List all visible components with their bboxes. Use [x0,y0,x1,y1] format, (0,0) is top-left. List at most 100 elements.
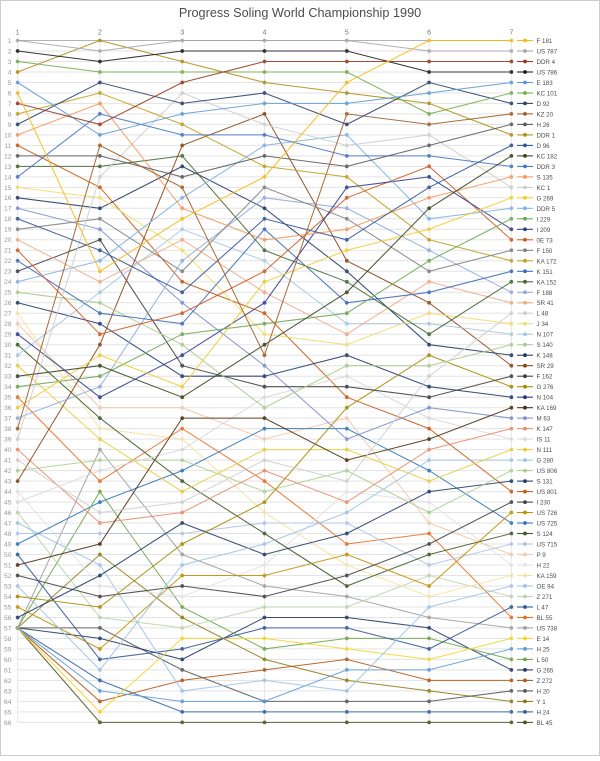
svg-text:62: 62 [4,678,12,685]
svg-text:42: 42 [4,468,12,475]
svg-text:US 726: US 726 [537,510,558,517]
svg-text:DDR 1: DDR 1 [537,132,556,139]
svg-text:N 111: N 111 [537,447,553,454]
svg-text:10: 10 [4,132,12,139]
svg-text:F 188: F 188 [537,290,553,297]
svg-text:F 181: F 181 [537,38,553,45]
svg-text:13: 13 [4,164,12,171]
svg-text:63: 63 [4,688,12,695]
svg-text:5: 5 [8,80,12,87]
svg-text:37: 37 [4,416,12,423]
svg-text:H 24: H 24 [537,709,551,716]
svg-text:2: 2 [8,48,12,55]
svg-text:17: 17 [4,206,12,213]
svg-text:K 148: K 148 [537,353,554,360]
svg-text:45: 45 [4,500,12,507]
svg-text:F 162: F 162 [537,374,553,381]
svg-text:H 26: H 26 [537,122,551,129]
svg-text:F 150: F 150 [537,248,553,255]
svg-text:25: 25 [4,290,12,297]
svg-text:15: 15 [4,185,12,192]
svg-text:I 230: I 230 [537,500,551,507]
svg-text:US 806: US 806 [537,468,558,475]
svg-text:59: 59 [4,646,12,653]
svg-text:22: 22 [4,258,12,265]
svg-text:39: 39 [4,437,12,444]
svg-text:35: 35 [4,395,12,402]
svg-text:Z 272: Z 272 [537,678,553,685]
svg-text:Y 1: Y 1 [537,699,547,706]
svg-text:32: 32 [4,363,12,370]
svg-text:0E 73: 0E 73 [537,237,554,244]
svg-text:D 92: D 92 [537,101,551,108]
svg-text:3: 3 [180,27,184,36]
svg-text:G 265: G 265 [537,667,554,674]
svg-text:Progress Soling World Champion: Progress Soling World Championship 1990 [179,6,421,20]
svg-text:7: 7 [509,27,513,36]
svg-text:54: 54 [4,594,12,601]
svg-text:K 151: K 151 [537,269,554,276]
svg-text:S 135: S 135 [537,174,554,181]
svg-text:K 147: K 147 [537,426,554,433]
svg-text:KC 101: KC 101 [537,91,558,98]
svg-text:52: 52 [4,573,12,580]
svg-text:26: 26 [4,300,12,307]
svg-text:US 738: US 738 [537,625,558,632]
svg-text:E 183: E 183 [537,80,554,87]
svg-text:S 124: S 124 [537,531,554,538]
svg-text:40: 40 [4,447,12,454]
svg-text:4: 4 [263,27,267,36]
svg-text:BL 55: BL 55 [537,615,553,622]
svg-text:H 22: H 22 [537,563,551,570]
svg-text:28: 28 [4,321,12,328]
svg-text:49: 49 [4,541,12,548]
svg-text:P 9: P 9 [537,552,547,559]
svg-text:6: 6 [427,27,431,36]
svg-text:KA 159: KA 159 [537,573,558,580]
svg-text:61: 61 [4,667,12,674]
svg-text:56: 56 [4,615,12,622]
svg-text:KC 182: KC 182 [537,153,558,160]
svg-text:KC 1: KC 1 [537,185,551,192]
svg-text:IS 11: IS 11 [537,437,552,444]
svg-text:US 715: US 715 [537,542,558,549]
svg-text:2: 2 [98,27,102,36]
svg-text:I 229: I 229 [537,216,551,223]
svg-text:7: 7 [8,101,12,108]
svg-text:65: 65 [4,709,12,716]
svg-text:N 107: N 107 [537,332,554,339]
svg-text:H 25: H 25 [537,646,551,653]
svg-text:3: 3 [8,59,12,66]
svg-text:48: 48 [4,531,12,538]
svg-text:50: 50 [4,552,12,559]
svg-text:US 725: US 725 [537,521,558,528]
svg-text:G 280: G 280 [537,458,554,465]
svg-text:30: 30 [4,342,12,349]
svg-text:L 48: L 48 [537,311,549,318]
svg-text:OE 94: OE 94 [537,584,555,591]
svg-text:44: 44 [4,489,12,496]
svg-text:38: 38 [4,426,12,433]
svg-text:BL 45: BL 45 [537,720,553,727]
svg-text:9: 9 [8,122,12,129]
svg-text:S 131: S 131 [537,479,554,486]
svg-text:KZ 20: KZ 20 [537,111,554,118]
svg-text:43: 43 [4,479,12,486]
svg-text:US 787: US 787 [537,49,558,56]
svg-text:DDR 5: DDR 5 [537,206,556,213]
svg-text:23: 23 [4,269,12,276]
svg-text:29: 29 [4,332,12,339]
svg-text:11: 11 [4,143,11,150]
svg-text:DDR 3: DDR 3 [537,164,556,171]
svg-text:57: 57 [4,625,12,632]
svg-text:64: 64 [4,699,12,706]
svg-text:18: 18 [4,216,12,223]
svg-text:J 34: J 34 [537,321,549,328]
svg-text:19: 19 [4,227,12,234]
svg-text:SR 41: SR 41 [537,300,555,307]
svg-text:DDR 4: DDR 4 [537,59,556,66]
svg-text:53: 53 [4,583,12,590]
svg-text:KA 169: KA 169 [537,405,558,412]
svg-text:6: 6 [8,90,12,97]
svg-text:46: 46 [4,510,12,517]
